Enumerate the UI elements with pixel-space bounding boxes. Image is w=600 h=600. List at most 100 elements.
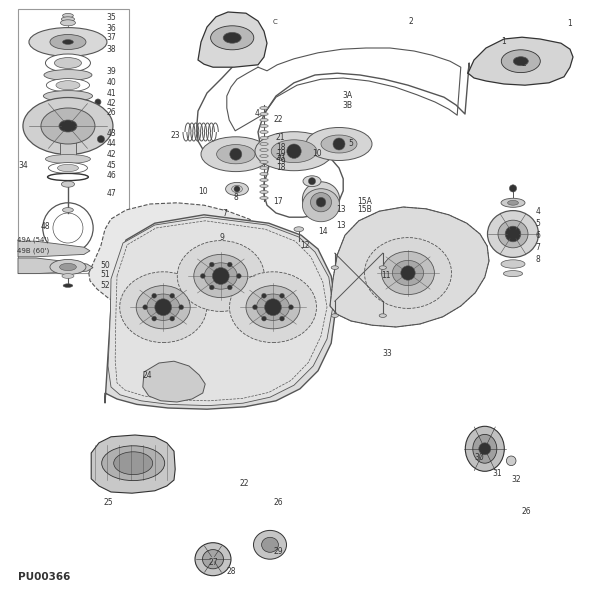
Ellipse shape xyxy=(260,130,268,133)
Ellipse shape xyxy=(465,426,504,472)
Text: PU00366: PU00366 xyxy=(18,572,70,582)
Text: 12: 12 xyxy=(300,241,310,251)
Text: 4: 4 xyxy=(255,109,260,118)
Circle shape xyxy=(287,144,301,158)
Ellipse shape xyxy=(503,271,523,277)
Ellipse shape xyxy=(203,550,223,569)
Text: 31: 31 xyxy=(492,469,502,479)
Text: 13: 13 xyxy=(336,220,346,229)
Ellipse shape xyxy=(260,196,268,199)
Ellipse shape xyxy=(29,28,107,56)
Text: 42: 42 xyxy=(107,150,116,159)
Ellipse shape xyxy=(61,20,76,26)
Ellipse shape xyxy=(260,154,268,157)
Ellipse shape xyxy=(302,188,340,221)
Polygon shape xyxy=(468,37,573,85)
Ellipse shape xyxy=(473,434,497,463)
Ellipse shape xyxy=(114,452,152,475)
Text: 7: 7 xyxy=(222,208,227,217)
Ellipse shape xyxy=(311,193,331,212)
Polygon shape xyxy=(91,435,175,493)
Ellipse shape xyxy=(201,137,271,172)
Ellipse shape xyxy=(260,166,268,169)
Text: 47: 47 xyxy=(107,188,116,197)
Text: 8: 8 xyxy=(535,254,540,264)
Ellipse shape xyxy=(365,238,452,308)
Circle shape xyxy=(316,197,326,207)
Text: 35: 35 xyxy=(107,13,116,22)
Text: 1: 1 xyxy=(567,19,572,28)
Ellipse shape xyxy=(257,294,290,320)
Ellipse shape xyxy=(379,266,386,269)
Text: 5: 5 xyxy=(348,139,353,148)
Ellipse shape xyxy=(46,154,91,163)
Ellipse shape xyxy=(254,530,287,559)
Ellipse shape xyxy=(120,272,207,343)
Ellipse shape xyxy=(262,538,278,552)
Ellipse shape xyxy=(260,190,268,193)
Text: 34: 34 xyxy=(18,160,28,169)
Ellipse shape xyxy=(43,91,92,101)
Ellipse shape xyxy=(260,148,268,151)
Ellipse shape xyxy=(379,314,386,317)
Circle shape xyxy=(333,138,345,150)
Ellipse shape xyxy=(59,263,76,271)
Text: 15A: 15A xyxy=(357,196,372,205)
Ellipse shape xyxy=(294,227,304,232)
Ellipse shape xyxy=(487,211,539,257)
Text: 42: 42 xyxy=(107,98,116,108)
Text: 2: 2 xyxy=(522,58,527,67)
Ellipse shape xyxy=(58,164,79,172)
Polygon shape xyxy=(18,241,90,257)
Circle shape xyxy=(401,266,415,280)
Text: 43: 43 xyxy=(107,128,116,137)
Ellipse shape xyxy=(62,274,74,278)
Ellipse shape xyxy=(260,124,268,127)
Text: 15B: 15B xyxy=(357,205,372,214)
Ellipse shape xyxy=(41,108,95,144)
Ellipse shape xyxy=(62,208,73,212)
Circle shape xyxy=(155,299,172,316)
Ellipse shape xyxy=(246,286,300,329)
Text: 10: 10 xyxy=(198,187,208,196)
Text: 3B: 3B xyxy=(342,100,352,109)
Ellipse shape xyxy=(260,136,268,139)
Circle shape xyxy=(170,293,175,298)
Ellipse shape xyxy=(62,40,73,44)
Ellipse shape xyxy=(260,179,268,181)
Ellipse shape xyxy=(46,54,91,72)
Ellipse shape xyxy=(136,286,190,329)
Text: 2: 2 xyxy=(408,16,413,25)
Text: 32: 32 xyxy=(511,475,521,485)
Text: 25: 25 xyxy=(103,498,113,507)
Circle shape xyxy=(262,316,266,321)
Circle shape xyxy=(253,305,257,310)
Circle shape xyxy=(200,274,205,278)
Polygon shape xyxy=(89,203,281,312)
Ellipse shape xyxy=(147,294,180,320)
Text: 29: 29 xyxy=(273,547,283,557)
Ellipse shape xyxy=(232,185,242,193)
Text: 21: 21 xyxy=(276,133,286,142)
Polygon shape xyxy=(198,12,267,67)
Ellipse shape xyxy=(306,127,372,160)
Bar xyxy=(59,139,76,156)
Text: 28: 28 xyxy=(227,566,236,576)
Ellipse shape xyxy=(260,142,268,145)
Text: 11: 11 xyxy=(381,271,391,280)
Text: 41: 41 xyxy=(107,88,116,97)
Circle shape xyxy=(280,293,284,298)
Text: 18: 18 xyxy=(276,142,286,151)
Circle shape xyxy=(289,305,293,310)
Ellipse shape xyxy=(226,182,248,196)
Text: 20: 20 xyxy=(276,152,286,161)
Circle shape xyxy=(152,293,157,298)
Text: 3A: 3A xyxy=(342,91,352,100)
Circle shape xyxy=(152,316,157,321)
Circle shape xyxy=(227,285,232,290)
Circle shape xyxy=(509,185,517,192)
Text: 26: 26 xyxy=(107,108,116,117)
Circle shape xyxy=(262,293,266,298)
Text: 18: 18 xyxy=(276,163,286,173)
Text: C: C xyxy=(273,19,278,25)
